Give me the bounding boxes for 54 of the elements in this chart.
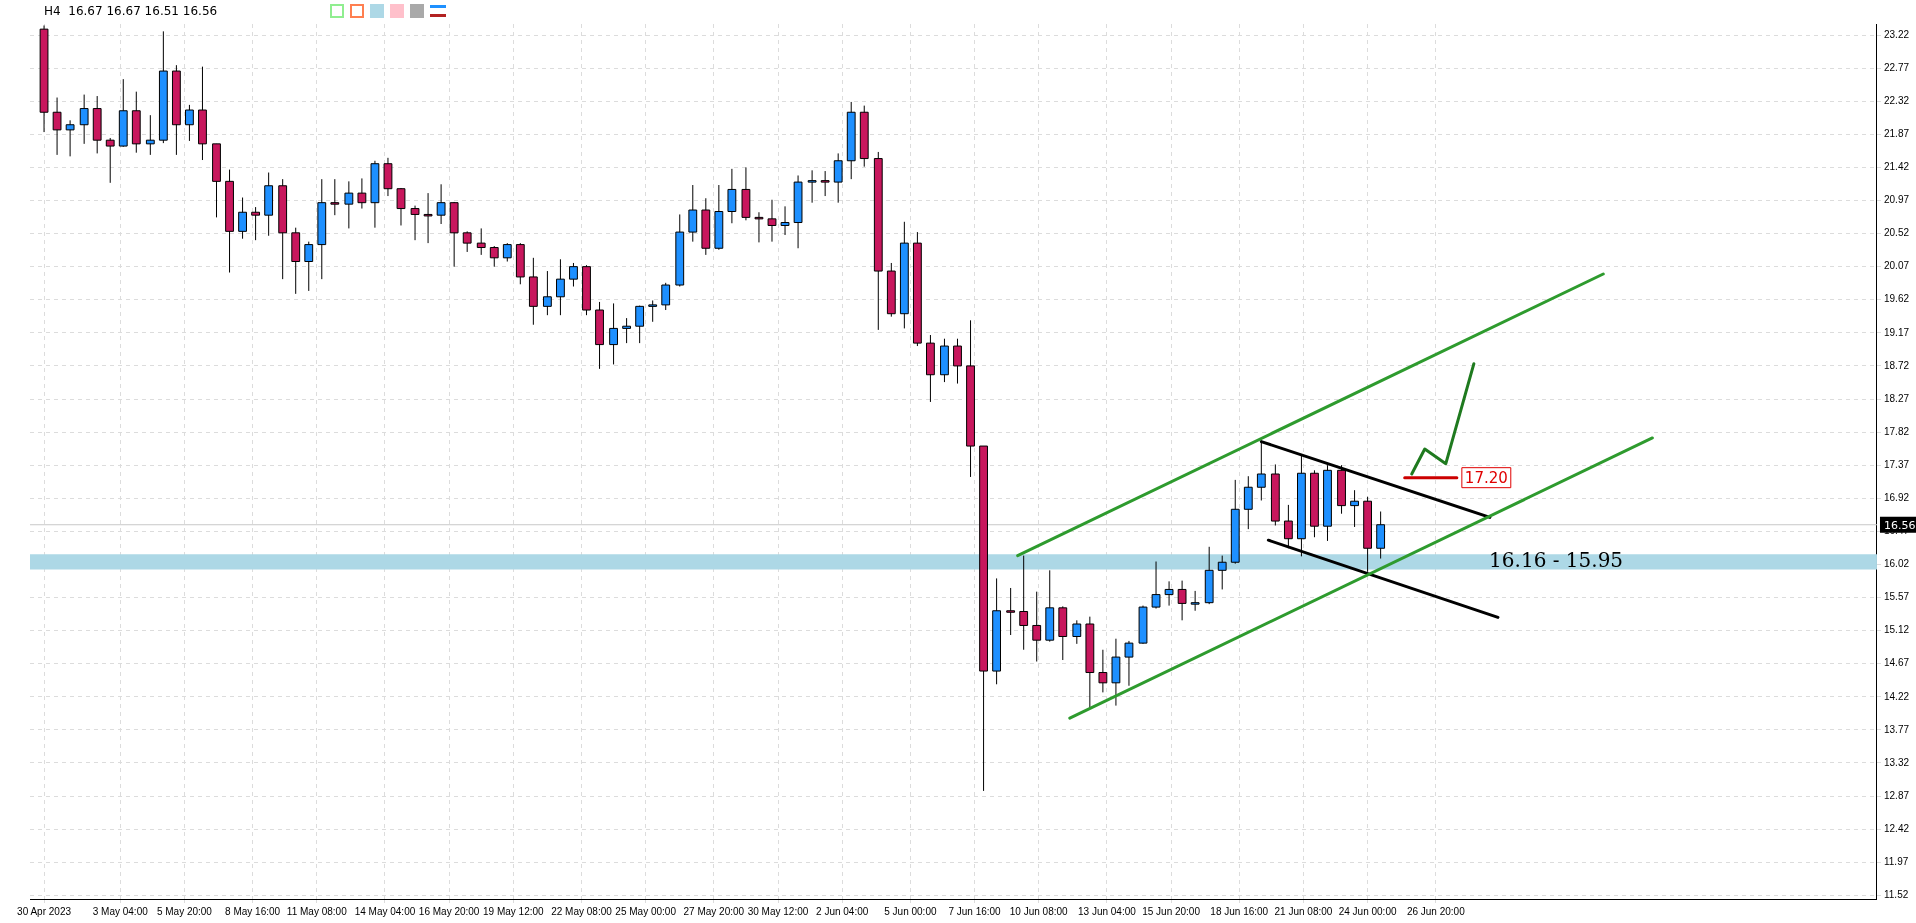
- x-tick-label: 5 Jun 00:00: [884, 905, 937, 917]
- x-tick-label: 27 May 20:00: [683, 905, 745, 917]
- x-tick-label: 2 Jun 04:00: [816, 905, 869, 917]
- y-tick-label: 19.62: [1883, 293, 1910, 305]
- y-tick-label: 20.52: [1883, 227, 1910, 239]
- y-tick-label: 11.52: [1883, 889, 1909, 901]
- y-tick-label: 18.72: [1883, 359, 1910, 371]
- x-tick-label: 18 Jun 16:00: [1210, 905, 1269, 917]
- y-tick-label: 15.12: [1883, 624, 1910, 636]
- y-tick-label: 16.02: [1883, 558, 1910, 570]
- x-tick-label: 15 Jun 20:00: [1142, 905, 1201, 917]
- y-tick-label: 18.27: [1883, 392, 1910, 404]
- y-tick-label: 14.22: [1883, 690, 1910, 702]
- x-tick-label: 26 Jun 20:00: [1406, 905, 1466, 917]
- x-tick-label: 11 May 08:00: [286, 905, 348, 917]
- y-tick-label: 15.57: [1883, 591, 1910, 603]
- y-tick-label: 17.82: [1883, 425, 1910, 437]
- y-tick-label: 12.87: [1883, 789, 1910, 801]
- x-tick-label: 16 May 20:00: [418, 905, 480, 917]
- x-tick-label: 10 Jun 08:00: [1009, 905, 1069, 917]
- y-tick-label: 20.07: [1883, 260, 1910, 272]
- chart-title: H4 16.67 16.67 16.51 16.56: [44, 4, 218, 19]
- x-tick-label: 19 May 12:00: [483, 905, 545, 917]
- y-tick-label: 21.87: [1883, 128, 1910, 140]
- y-tick-label: 14.67: [1883, 657, 1910, 669]
- band-label: 16.16 - 15.95: [1489, 548, 1624, 573]
- y-tick-label: 23.22: [1883, 28, 1910, 40]
- x-tick-label: 7 Jun 16:00: [948, 905, 1002, 917]
- annotation: 17.20: [1464, 468, 1508, 487]
- x-tick-label: 30 May 12:00: [747, 905, 809, 917]
- x-tick-label: 14 May 04:00: [354, 905, 416, 917]
- y-tick-label: 12.42: [1883, 822, 1910, 834]
- y-tick-label: 20.97: [1883, 194, 1910, 206]
- x-tick-label: 24 Jun 00:00: [1338, 905, 1397, 917]
- x-tick-label: 30 Apr 2023: [17, 905, 72, 917]
- x-tick-label: 22 May 08:00: [551, 905, 613, 917]
- x-tick-label: 25 May 00:00: [615, 905, 677, 917]
- ref-line-label: 16.56: [1883, 518, 1916, 532]
- x-tick-label: 8 May 16:00: [225, 905, 281, 917]
- x-tick-label: 13 Jun 04:00: [1077, 905, 1137, 917]
- y-tick-label: 11.97: [1883, 855, 1909, 867]
- y-tick-label: 19.17: [1883, 326, 1910, 338]
- x-tick-label: 3 May 04:00: [92, 905, 149, 917]
- y-tick-label: 17.37: [1883, 458, 1910, 470]
- y-tick-label: 22.32: [1883, 94, 1910, 106]
- y-tick-label: 13.77: [1883, 723, 1910, 735]
- x-tick-label: 21 Jun 08:00: [1274, 905, 1333, 917]
- candlestick: [542, 270, 552, 316]
- candlestick: [569, 262, 578, 287]
- y-tick-label: 13.32: [1883, 756, 1910, 768]
- y-tick-label: 21.42: [1883, 161, 1910, 173]
- x-tick-label: 5 May 20:00: [156, 905, 213, 917]
- y-tick-label: 22.77: [1883, 61, 1910, 73]
- y-tick-label: 16.92: [1883, 492, 1910, 504]
